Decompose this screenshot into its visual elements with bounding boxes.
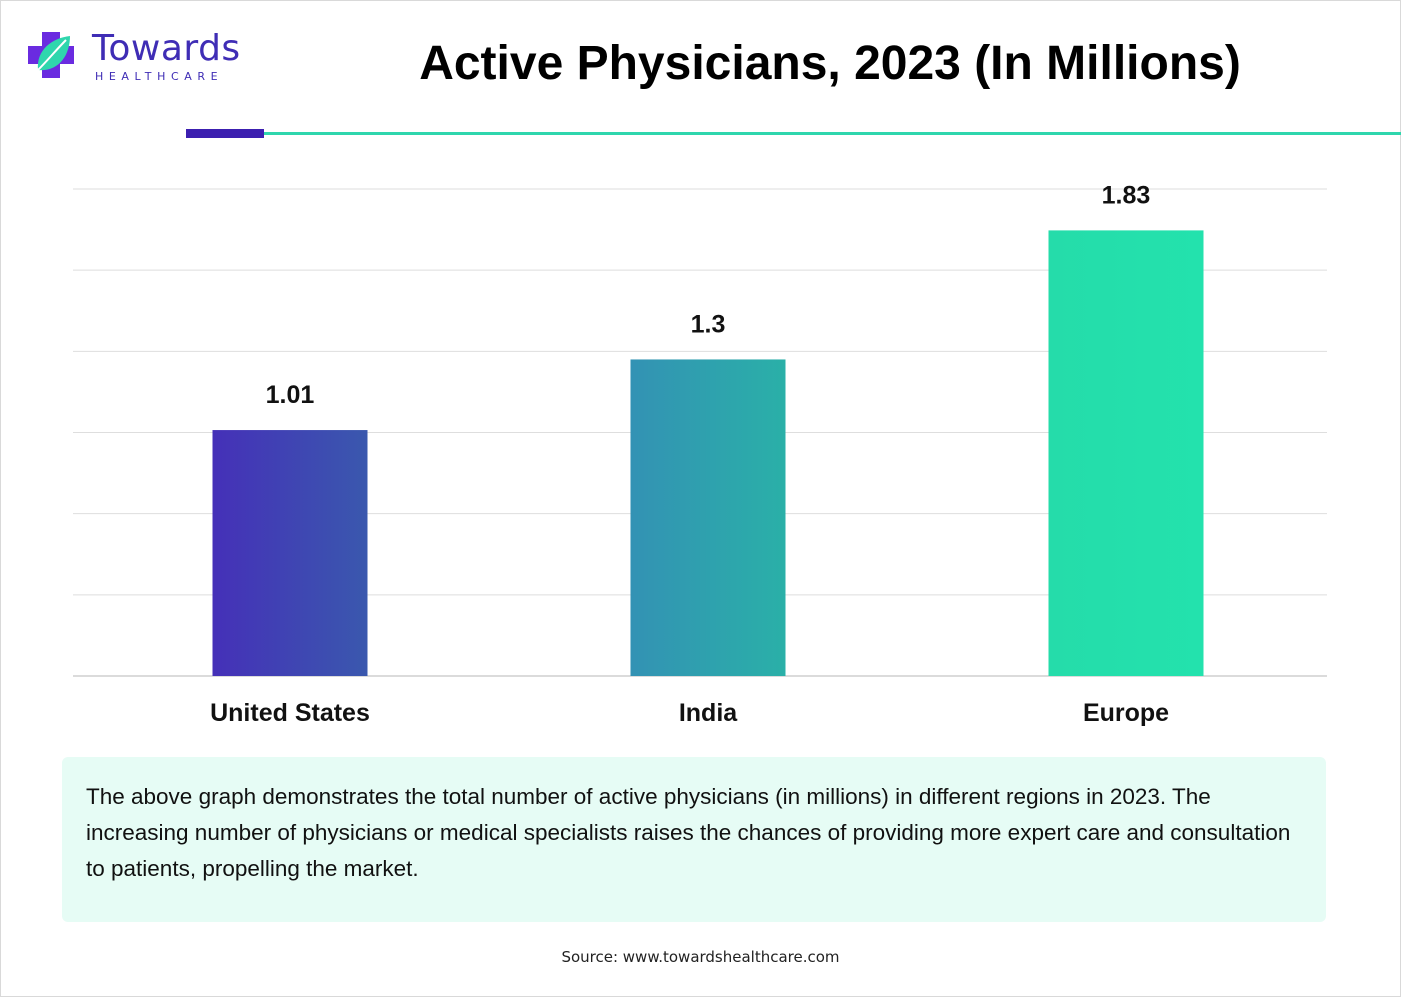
brand-tagline: HEALTHCARE [95,70,224,83]
title-underline-rule [264,132,1401,135]
bar-united-states [212,430,368,676]
category-labels: United States India Europe [210,699,1169,727]
brand-logo: Towards HEALTHCARE [22,26,242,86]
medical-cross-leaf-icon [28,32,74,78]
description-text: The above graph demonstrates the total n… [86,784,1291,881]
bars [212,230,1204,676]
bar-chart: 1.01 1.3 1.83 United States India Europe [73,181,1327,727]
category-label: United States [210,699,370,727]
title-underline-accent [186,129,264,138]
category-label: Europe [1083,699,1169,727]
data-label: 1.83 [1102,181,1151,209]
description-box: The above graph demonstrates the total n… [62,757,1326,922]
bar-india [630,359,786,676]
chart-title: Active Physicians, 2023 (In Millions) [419,37,1241,90]
data-label: 1.3 [691,310,726,338]
source-note: Source: www.towardshealthcare.com [561,948,840,966]
bar-europe [1048,230,1204,676]
data-labels: 1.01 1.3 1.83 [266,181,1151,409]
brand-name: Towards [92,28,241,69]
category-label: India [679,699,738,727]
data-label: 1.01 [266,381,315,409]
